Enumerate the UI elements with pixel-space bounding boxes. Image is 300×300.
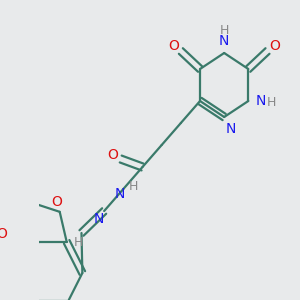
Text: N: N [219,34,230,48]
Text: N: N [115,187,125,201]
Text: O: O [52,195,62,209]
Text: N: N [226,122,236,136]
Text: O: O [269,39,280,53]
Text: H: H [73,236,83,250]
Text: H: H [220,23,229,37]
Text: O: O [107,148,118,162]
Text: O: O [0,227,7,241]
Text: H: H [267,97,277,110]
Text: O: O [168,39,179,53]
Text: N: N [94,212,104,226]
Text: N: N [255,94,266,108]
Text: H: H [129,179,139,193]
